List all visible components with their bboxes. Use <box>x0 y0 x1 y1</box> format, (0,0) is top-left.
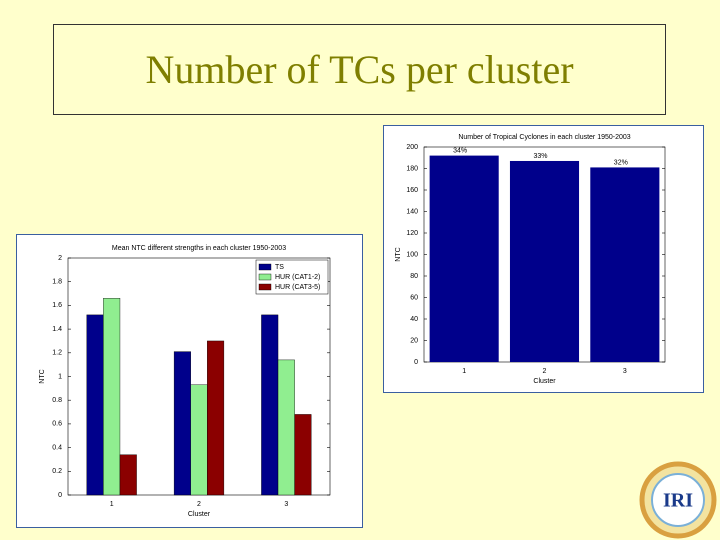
x-tick-label: 2 <box>197 501 201 508</box>
bar <box>509 160 580 362</box>
y-tick-label: 0.6 <box>52 421 62 428</box>
y-tick-label: 1.8 <box>52 279 62 286</box>
legend-swatch <box>258 273 272 281</box>
x-tick-label: 2 <box>543 368 547 375</box>
y-tick-label: 0 <box>414 359 418 366</box>
legend-label: HUR (CAT3-5) <box>275 284 320 291</box>
bar <box>429 155 499 362</box>
x-tick-label: 1 <box>110 501 114 508</box>
x-axis-label: Cluster <box>188 511 211 518</box>
y-tick-label: 1.2 <box>52 350 62 357</box>
legend-label: TS <box>275 264 284 271</box>
legend-label: HUR (CAT1-2) <box>275 274 320 281</box>
legend-swatch <box>258 283 272 291</box>
y-tick-label: 0.4 <box>52 444 62 451</box>
y-tick-label: 0 <box>58 492 62 499</box>
title-box: Number of TCs per cluster <box>53 24 666 115</box>
y-tick-label: 0.8 <box>52 397 62 404</box>
bar-annotation: 33% <box>533 153 547 160</box>
bar <box>261 314 279 496</box>
y-tick-label: 140 <box>406 208 418 215</box>
y-tick-label: 20 <box>410 337 418 344</box>
logo: IRI <box>639 461 717 539</box>
chart-title: Mean NTC different strengths in each clu… <box>112 245 286 252</box>
y-tick-label: 200 <box>406 144 418 151</box>
y-tick-label: 1.4 <box>52 326 62 333</box>
y-axis-label: NTC <box>39 369 46 383</box>
x-tick-label: 3 <box>284 501 288 508</box>
bar <box>207 340 225 496</box>
y-tick-label: 60 <box>410 294 418 301</box>
logo-inner <box>651 473 705 527</box>
y-tick-label: 180 <box>406 165 418 172</box>
chart: Mean NTC different strengths in each clu… <box>16 234 363 528</box>
logo-text: IRI <box>663 490 693 512</box>
bar-annotation: 32% <box>614 159 628 166</box>
y-tick-label: 160 <box>406 187 418 194</box>
bar <box>590 167 660 362</box>
chart-title: Number of Tropical Cyclones in each clus… <box>458 134 630 141</box>
y-tick-label: 80 <box>410 273 418 280</box>
slide-title: Number of TCs per cluster <box>145 47 574 92</box>
y-axis-label: NTC <box>395 247 402 261</box>
chart: Number of Tropical Cyclones in each clus… <box>383 125 704 393</box>
bar <box>86 314 104 496</box>
y-tick-label: 2 <box>58 255 62 262</box>
x-tick-label: 3 <box>623 368 627 375</box>
y-tick-label: 100 <box>406 251 418 258</box>
x-axis-label: Cluster <box>533 378 556 385</box>
y-tick-label: 1 <box>58 373 62 380</box>
bar <box>119 454 137 496</box>
y-tick-label: 1.6 <box>52 302 62 309</box>
bar <box>294 414 312 496</box>
y-tick-label: 0.2 <box>52 468 62 475</box>
y-tick-label: 40 <box>410 316 418 323</box>
bar <box>277 359 295 496</box>
bar <box>190 384 208 496</box>
x-tick-label: 1 <box>462 368 466 375</box>
bar <box>173 351 191 496</box>
legend-swatch <box>258 263 272 271</box>
bar-annotation: 34% <box>453 147 467 154</box>
bar <box>103 298 121 496</box>
y-tick-label: 120 <box>406 230 418 237</box>
